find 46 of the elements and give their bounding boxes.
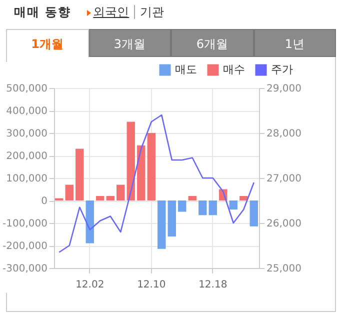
bar (116, 184, 125, 200)
bar (76, 148, 84, 200)
x-tick-label: 12.02 (76, 280, 104, 290)
bar (96, 196, 104, 200)
bar (178, 200, 186, 212)
y-tick-label: 500,000 (6, 84, 48, 94)
y-tick-label: -300,000 (2, 264, 48, 274)
bar (65, 184, 74, 200)
bar (137, 145, 146, 200)
y-tick-label: 400,000 (6, 106, 48, 117)
y-tick-label: -200,000 (2, 241, 48, 252)
bar (250, 200, 258, 226)
legend-label: 매수 (223, 63, 245, 76)
y2-tick-label: 27,000 (266, 174, 302, 184)
text: 3개월 (88, 29, 171, 57)
bar (158, 200, 166, 249)
text: 6개월 (171, 29, 254, 57)
bar (86, 200, 94, 244)
bar (126, 122, 135, 200)
y-tick-label: 300,000 (6, 128, 48, 140)
legend-label: 매도 (175, 63, 197, 76)
bar (198, 200, 207, 216)
x-tick-label: 12.18 (198, 280, 228, 290)
y-tick-label: -100,000 (2, 218, 48, 230)
text: 외국인 (93, 5, 130, 19)
y2-tick-label: 25,000 (266, 264, 302, 274)
x-tick-label: 12.10 (137, 280, 166, 290)
line-series (58, 114, 255, 253)
bar (208, 200, 217, 216)
bar (106, 196, 114, 200)
text: 기관 (134, 5, 164, 19)
legend-label: 주가 (271, 63, 293, 76)
bar (240, 196, 248, 200)
text: 1개월 (6, 29, 88, 57)
bar (168, 200, 176, 236)
chart-title: 매매 동향 (14, 5, 72, 19)
bar (188, 196, 196, 200)
y2-tick-label: 26,000 (266, 218, 302, 230)
y-tick-label: 0 (41, 196, 48, 207)
y-tick-label: 100,000 (6, 174, 48, 184)
y2-tick-label: 29,000 (266, 84, 302, 94)
y2-tick-label: 28,000 (266, 128, 302, 140)
y-tick-label: 200,000 (6, 151, 48, 162)
text: 1년 (254, 29, 336, 57)
bar (147, 133, 156, 200)
bar (229, 200, 238, 210)
